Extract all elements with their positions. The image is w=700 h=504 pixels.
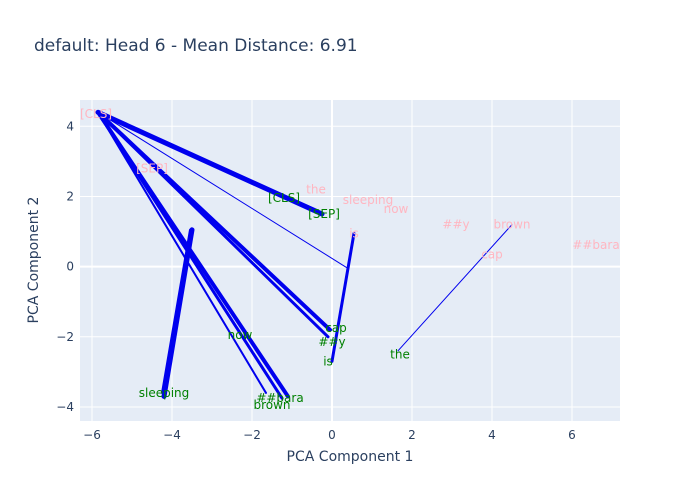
y-tick-label: 2: [66, 189, 74, 203]
y-tick-label: 0: [66, 260, 74, 274]
x-tick-label: 0: [328, 428, 336, 442]
y-tick-label: −4: [56, 400, 74, 414]
attention-edge: [397, 224, 513, 352]
attention-edge: [96, 110, 330, 339]
token-label: cap: [481, 247, 503, 261]
token-label: [CLS]: [80, 107, 112, 121]
attention-edge: [97, 111, 349, 269]
x-tick-label: −2: [243, 428, 261, 442]
attention-edge: [97, 111, 267, 394]
token-label: [CLS]: [268, 191, 300, 205]
attention-edge: [97, 111, 319, 212]
attention-edge: [161, 228, 191, 394]
token-label: the: [306, 182, 326, 196]
token-label: [SEP]: [308, 207, 340, 221]
token-label: [SEP]: [136, 161, 168, 175]
attention-edges: [95, 109, 513, 400]
token-label: is: [323, 354, 333, 368]
token-label: sleeping: [139, 386, 190, 400]
token-label: now: [384, 202, 409, 216]
token-label: brown: [493, 218, 530, 232]
x-axis-label: PCA Component 1: [287, 449, 414, 465]
token-label: the: [390, 347, 410, 361]
token-label: is: [349, 226, 359, 240]
axis-ticks: −6 −4 −2 0 2 4 6 −4 −2 0 2 4: [56, 119, 576, 442]
token-label: ##y: [442, 218, 469, 232]
y-tick-label: −2: [56, 330, 74, 344]
y-tick-label: 4: [66, 119, 74, 133]
attention-edge: [161, 227, 195, 399]
x-tick-label: 4: [488, 428, 496, 442]
x-tick-label: −4: [163, 428, 181, 442]
chart-title: default: Head 6 - Mean Distance: 6.91: [34, 36, 358, 56]
token-label: ##bara: [256, 391, 303, 405]
token-label: ##bara: [572, 238, 619, 252]
token-label: brown: [253, 398, 290, 412]
token-label: ##y: [318, 335, 345, 349]
attention-edge: [330, 231, 356, 363]
x-tick-label: 2: [408, 428, 416, 442]
x-tick-label: −6: [83, 428, 101, 442]
token-label: cap: [325, 321, 347, 335]
x-tick-label: 6: [568, 428, 576, 442]
grid-lines: [80, 100, 620, 421]
token-label: sleeping: [343, 193, 394, 207]
y-axis-label: PCA Component 2: [26, 197, 42, 324]
token-label: now: [228, 328, 253, 342]
